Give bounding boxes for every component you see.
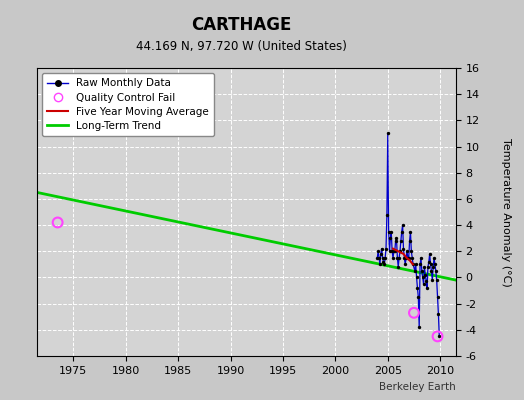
Point <box>394 264 402 270</box>
Point <box>419 274 427 281</box>
Point <box>376 261 384 268</box>
Point <box>403 255 412 261</box>
Point <box>424 258 433 265</box>
Point <box>435 333 443 340</box>
Point <box>388 248 396 254</box>
Point <box>373 255 381 261</box>
Point <box>396 248 404 254</box>
Point <box>406 238 414 244</box>
Point <box>397 238 405 244</box>
Point <box>425 251 434 257</box>
Text: Berkeley Earth: Berkeley Earth <box>379 382 456 392</box>
Point <box>431 261 439 268</box>
Point <box>418 268 426 274</box>
Point <box>417 255 425 261</box>
Point <box>422 278 430 284</box>
Point <box>409 261 417 268</box>
Point <box>399 246 408 252</box>
Text: 44.169 N, 97.720 W (United States): 44.169 N, 97.720 W (United States) <box>136 40 346 53</box>
Text: Temperature Anomaly (°C): Temperature Anomaly (°C) <box>500 138 511 286</box>
Point <box>434 311 443 317</box>
Point <box>378 255 387 261</box>
Point <box>432 277 441 283</box>
Point <box>420 264 429 270</box>
Point <box>427 268 435 274</box>
Point <box>406 228 414 235</box>
Point <box>411 268 419 274</box>
Point <box>433 333 442 340</box>
Point <box>395 255 403 261</box>
Point <box>428 277 436 283</box>
Point <box>410 310 418 316</box>
Point <box>391 238 400 244</box>
Point <box>413 285 422 291</box>
Point <box>374 248 383 254</box>
Point <box>429 264 438 270</box>
Point <box>421 272 430 278</box>
Point <box>432 268 440 274</box>
Point <box>411 261 420 268</box>
Point <box>408 255 417 261</box>
Point <box>382 246 390 252</box>
Point <box>383 212 391 218</box>
Point <box>398 228 406 235</box>
Point <box>403 248 411 254</box>
Legend: Raw Monthly Data, Quality Control Fail, Five Year Moving Average, Long-Term Tren: Raw Monthly Data, Quality Control Fail, … <box>42 73 214 136</box>
Point <box>390 248 399 254</box>
Point <box>398 222 407 228</box>
Point <box>389 255 397 261</box>
Point <box>433 294 442 300</box>
Point <box>400 255 409 261</box>
Point <box>390 248 398 254</box>
Point <box>401 261 409 268</box>
Point <box>414 294 422 300</box>
Text: CARTHAGE: CARTHAGE <box>191 16 291 34</box>
Point <box>402 255 410 261</box>
Point <box>375 255 383 261</box>
Point <box>427 261 435 268</box>
Point <box>377 251 385 257</box>
Point <box>387 228 396 235</box>
Point <box>53 219 62 226</box>
Point <box>412 274 421 281</box>
Point <box>405 255 413 261</box>
Point <box>424 264 432 270</box>
Point <box>380 261 388 268</box>
Point <box>385 248 394 254</box>
Point <box>430 255 438 261</box>
Point <box>381 255 389 261</box>
Point <box>377 246 386 252</box>
Point <box>385 228 393 235</box>
Point <box>393 255 401 261</box>
Point <box>392 235 401 241</box>
Point <box>415 324 423 330</box>
Point <box>379 258 388 265</box>
Point <box>407 248 416 254</box>
Point <box>386 235 395 241</box>
Point <box>419 281 428 287</box>
Point <box>384 130 392 137</box>
Point <box>423 285 431 291</box>
Point <box>416 261 424 268</box>
